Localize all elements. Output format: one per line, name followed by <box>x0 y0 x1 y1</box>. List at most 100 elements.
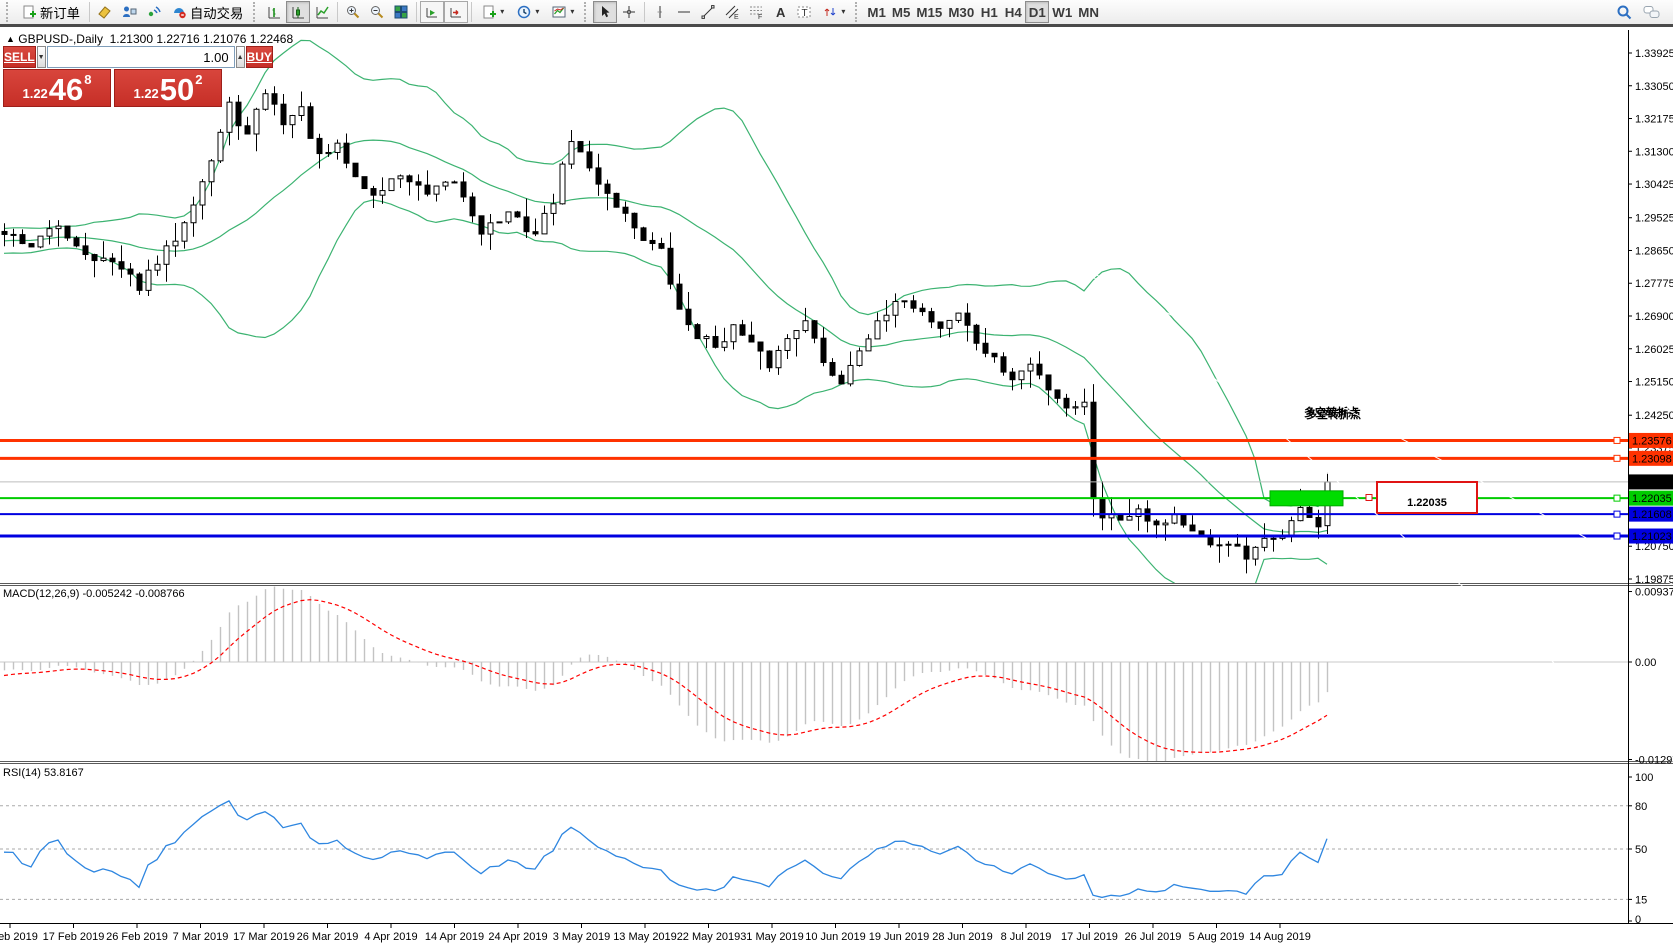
new-order-button[interactable]: 新订单 <box>15 1 86 23</box>
timeframe-m15[interactable]: M15 <box>913 1 945 23</box>
volume-decrease-button[interactable]: ▼ <box>36 46 46 68</box>
level-handle[interactable] <box>1613 494 1621 502</box>
price-tick-label: 1.27775 <box>1635 278 1673 290</box>
text-label-button[interactable]: T <box>792 1 816 23</box>
timeframe-mn[interactable]: MN <box>1075 1 1102 23</box>
equidistant-channel-button[interactable]: E <box>720 1 744 23</box>
macd-histogram <box>3 586 1329 761</box>
tile-windows-button[interactable] <box>389 1 413 23</box>
date-label: 17 Mar 2019 <box>233 931 295 943</box>
bar-chart-button[interactable] <box>262 1 286 23</box>
client-terminal-button[interactable] <box>117 1 141 23</box>
price-tick-label: 1.33050 <box>1635 81 1673 93</box>
vertical-line-button[interactable] <box>648 1 672 23</box>
signal-icon <box>148 6 161 17</box>
toolbar-grip[interactable] <box>855 2 860 22</box>
buy-quote[interactable]: 1.22 50 2 <box>114 69 222 107</box>
one-click-top-row: SELL ▼ ▲ BUY <box>3 46 273 68</box>
price-badge-1.22035: 1.22035 <box>1632 493 1672 505</box>
rsi-axis-label: 15 <box>1635 894 1647 906</box>
volume-input[interactable] <box>46 46 235 68</box>
sell-price-prefix: 1.22 <box>22 86 48 101</box>
buy-button[interactable]: BUY <box>245 46 273 68</box>
person-icon <box>122 6 137 17</box>
price-tick-label: 1.31300 <box>1635 146 1673 158</box>
chart-shift-button[interactable] <box>444 1 469 23</box>
timeframe-m30[interactable]: M30 <box>945 1 977 23</box>
level-handle[interactable] <box>1613 454 1621 462</box>
date-label: 24 Apr 2019 <box>488 931 547 943</box>
sell-quote[interactable]: 1.22 46 8 <box>3 69 111 107</box>
price-callout-box[interactable] <box>1376 481 1478 514</box>
level-handle[interactable] <box>1613 532 1621 540</box>
rsi-axis-label: 0 <box>1635 914 1641 926</box>
zoom-in-button[interactable] <box>341 1 365 23</box>
price-badge-1.23576: 1.23576 <box>1632 435 1672 447</box>
timeframe-m5[interactable]: M5 <box>889 1 914 23</box>
green-zone-rect[interactable] <box>1269 490 1344 507</box>
callout-handle[interactable] <box>1365 494 1373 501</box>
price-tick-label: 1.33925 <box>1635 48 1673 60</box>
zoom-out-button[interactable] <box>365 1 389 23</box>
date-label: 13 May 2019 <box>613 931 677 943</box>
date-label: 4 Apr 2019 <box>364 931 417 943</box>
candlestick-chart-button[interactable] <box>286 1 311 23</box>
text-button[interactable]: A <box>768 1 792 23</box>
rsi-label: RSI(14) 53.8167 <box>3 767 84 779</box>
toolbar-grip[interactable] <box>6 2 11 22</box>
volume-increase-button[interactable]: ▲ <box>235 46 245 68</box>
periods-button[interactable]: ▾ <box>510 1 545 23</box>
timeframe-d1[interactable]: D1 <box>1025 1 1050 23</box>
toolbar-grip[interactable] <box>584 2 589 22</box>
templates-button[interactable]: ▾ <box>545 1 580 23</box>
horizontal-line-button[interactable] <box>672 1 696 23</box>
autotrading-label: 自动交易 <box>189 5 244 21</box>
timeframe-w1[interactable]: W1 <box>1049 1 1075 23</box>
search-icon[interactable] <box>1616 4 1633 21</box>
timeframe-h1[interactable]: H1 <box>977 1 1001 23</box>
template-icon <box>552 6 566 18</box>
price-axis[interactable]: 1.33925 1.33050 1.32175 1.31300 1.30425 1.295… <box>1628 48 1673 926</box>
cursor-icon <box>602 6 610 18</box>
toolbar-separator <box>416 2 418 22</box>
collapse-arrow-icon[interactable]: ▲ <box>6 34 15 44</box>
toolbar-grip[interactable] <box>253 2 258 22</box>
date-label: 31 May 2019 <box>740 931 804 943</box>
rsi-panel[interactable] <box>0 800 1628 900</box>
timeframe-m1[interactable]: M1 <box>864 1 889 23</box>
rsi-axis-label: 50 <box>1635 844 1647 856</box>
cursor-button[interactable] <box>593 1 618 23</box>
trendline-button[interactable] <box>696 1 720 23</box>
line-chart-button[interactable] <box>310 1 334 23</box>
fibonacci-button[interactable]: F <box>744 1 768 23</box>
zoom-in-icon <box>347 6 360 19</box>
arrows-button[interactable]: ▾ <box>816 1 851 23</box>
macd-axis-label: 0.009379 <box>1635 587 1673 599</box>
level-handle[interactable] <box>1613 436 1621 444</box>
buy-price-pip: 2 <box>195 72 203 87</box>
bar-chart-icon <box>268 7 281 19</box>
signals-button[interactable] <box>141 1 165 23</box>
level-handle[interactable] <box>1613 510 1621 518</box>
indicators-button[interactable]: ▾ <box>475 1 510 23</box>
macd-panel[interactable] <box>0 586 1628 762</box>
price-tick-label: 1.26900 <box>1635 311 1673 323</box>
date-label: 10 Jun 2019 <box>805 931 866 943</box>
date-label: 14 Aug 2019 <box>1249 931 1311 943</box>
indicators-add-icon <box>483 5 497 19</box>
crosshair-button[interactable] <box>617 1 641 23</box>
price-tick-label: 1.30425 <box>1635 179 1673 191</box>
chat-icon[interactable] <box>1643 5 1661 20</box>
auto-scroll-button[interactable] <box>420 1 445 23</box>
price-badges: 1.22468 1.23576 1.23098 1.22035 1.21608 1.210… <box>1629 432 1673 544</box>
price-tick-label: 1.28650 <box>1635 245 1673 257</box>
eraser-icon <box>98 6 111 19</box>
candlestick-chart-icon <box>292 7 305 19</box>
styler-button[interactable] <box>93 1 117 23</box>
autotrading-button[interactable]: 自动交易 <box>165 1 249 23</box>
sell-button[interactable]: SELL <box>3 46 36 68</box>
timeframe-h4[interactable]: H4 <box>1001 1 1025 23</box>
